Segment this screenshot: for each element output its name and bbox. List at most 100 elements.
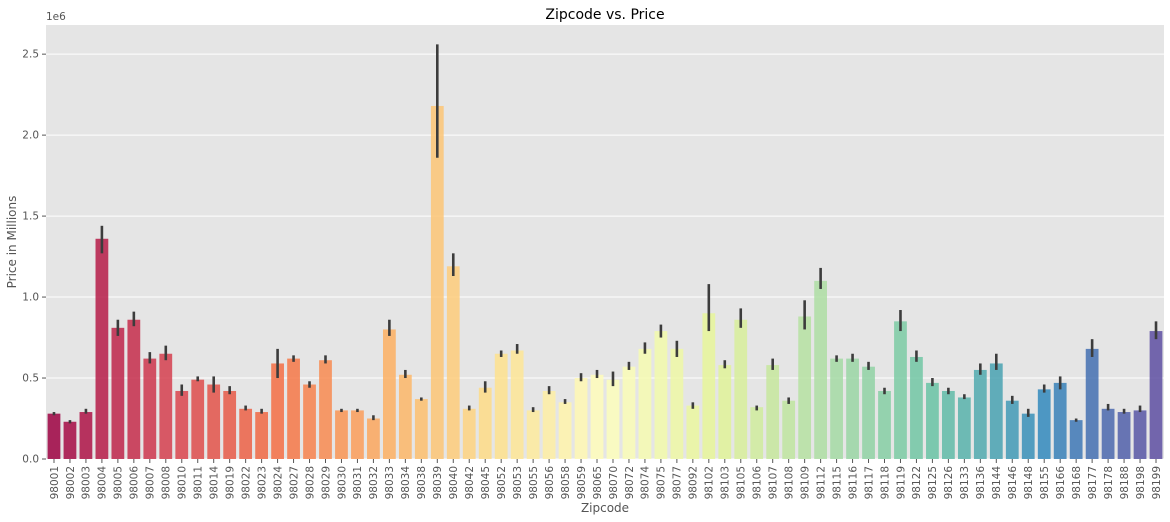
x-tick-label-98006: 98006	[129, 466, 141, 500]
bar-98146	[1005, 400, 1019, 459]
bar-98008	[159, 353, 173, 459]
bar-98178	[1101, 408, 1115, 459]
x-tick-label-98122: 98122	[911, 466, 923, 499]
bar-98133	[957, 397, 971, 459]
x-tick-label-98117: 98117	[863, 466, 875, 499]
x-tick-label-98074: 98074	[640, 466, 652, 500]
bar-98042	[462, 408, 476, 459]
y-tick-label: 0.0	[22, 454, 39, 466]
x-tick-label-98052: 98052	[496, 466, 508, 499]
x-tick-label-98108: 98108	[783, 466, 795, 499]
bar-98199	[1149, 331, 1163, 459]
x-tick-label-98072: 98072	[624, 466, 636, 499]
bar-98024	[271, 363, 284, 459]
bar-98136	[973, 369, 987, 459]
x-tick-label-98109: 98109	[799, 466, 811, 499]
x-tick-label-98010: 98010	[177, 466, 189, 499]
x-tick-label-98177: 98177	[1087, 466, 1099, 499]
chart-title: Zipcode vs. Price	[545, 7, 664, 23]
x-tick-label-98119: 98119	[895, 466, 907, 499]
bar-98001	[47, 413, 61, 459]
x-tick-label-98144: 98144	[991, 466, 1003, 500]
bar-98166	[1053, 382, 1067, 459]
bar-98005	[111, 327, 125, 459]
bar-98119	[894, 321, 907, 459]
x-tick-label-98039: 98039	[432, 466, 444, 499]
bar-98072	[622, 366, 636, 459]
bar-98007	[143, 358, 157, 459]
x-tick-label-98168: 98168	[1071, 466, 1083, 499]
x-tick-label-98102: 98102	[704, 466, 716, 499]
bar-98102	[702, 313, 716, 459]
x-tick-label-98146: 98146	[1007, 466, 1019, 500]
x-tick-label-98107: 98107	[768, 466, 780, 499]
x-tick-label-98032: 98032	[368, 466, 380, 499]
bar-98122	[910, 356, 923, 459]
x-tick-label-98133: 98133	[959, 466, 971, 499]
x-tick-label-98116: 98116	[847, 466, 859, 500]
bar-98109	[798, 316, 812, 459]
x-tick-label-98199: 98199	[1151, 466, 1163, 499]
bar-98108	[782, 400, 796, 459]
bar-98168	[1069, 420, 1083, 459]
x-tick-label-98118: 98118	[879, 466, 891, 499]
x-tick-label-98058: 98058	[560, 466, 572, 499]
x-tick-label-98042: 98042	[464, 466, 476, 499]
x-tick-label-98008: 98008	[161, 466, 173, 499]
bar-98002	[63, 421, 77, 459]
bar-98003	[79, 412, 93, 459]
x-tick-label-98004: 98004	[97, 466, 109, 500]
bar-98032	[367, 418, 380, 459]
y-tick-label: 0.5	[22, 373, 39, 385]
x-tick-label-98002: 98002	[65, 466, 77, 499]
x-axis-title: Zipcode	[581, 501, 629, 515]
x-tick-label-98029: 98029	[320, 466, 332, 499]
x-tick-label-98070: 98070	[608, 466, 620, 499]
bar-98148	[1021, 413, 1035, 459]
y-axis-offset-label: 1e6	[46, 11, 66, 23]
bar-98105	[734, 319, 748, 459]
bar-98059	[574, 378, 588, 459]
bar-98155	[1037, 389, 1051, 459]
bar-98045	[478, 387, 492, 459]
x-tick-label-98038: 98038	[416, 466, 428, 499]
x-tick-label-98065: 98065	[592, 466, 604, 499]
bar-98106	[750, 407, 764, 459]
bar-98023	[255, 412, 269, 459]
x-tick-label-98022: 98022	[240, 466, 252, 499]
y-tick-label: 1.5	[22, 211, 39, 223]
bar-98031	[351, 410, 364, 459]
bar-98177	[1085, 348, 1099, 459]
bar-98188	[1117, 412, 1131, 459]
y-axis-ticks: 0.0 0.5 1.0 1.5 2.0 2.5	[22, 49, 46, 466]
x-tick-label-98028: 98028	[304, 466, 316, 499]
x-tick-label-98106: 98106	[752, 466, 764, 500]
bar-98074	[638, 348, 652, 459]
bar-98107	[766, 365, 780, 459]
y-tick-label: 2.0	[22, 130, 39, 142]
bar-98092	[686, 405, 700, 459]
y-axis-title: Price in Millions	[5, 196, 19, 289]
bars	[47, 105, 1163, 459]
x-tick-label-98178: 98178	[1103, 466, 1115, 499]
x-tick-label-98105: 98105	[736, 466, 748, 499]
x-tick-label-98033: 98033	[384, 466, 396, 499]
bar-98116	[846, 358, 859, 459]
x-tick-label-98136: 98136	[975, 466, 987, 500]
bar-98052	[494, 353, 508, 459]
x-tick-label-98112: 98112	[815, 466, 827, 499]
bar-98006	[127, 319, 141, 459]
x-tick-label-98024: 98024	[272, 466, 284, 500]
x-tick-label-98019: 98019	[224, 466, 236, 499]
bar-98115	[830, 358, 843, 459]
y-tick-label: 2.5	[22, 49, 39, 61]
x-tick-label-98126: 98126	[943, 466, 955, 500]
bar-98033	[382, 329, 396, 459]
x-tick-label-98115: 98115	[831, 466, 843, 499]
bar-98019	[223, 390, 237, 459]
x-tick-label-98148: 98148	[1023, 466, 1035, 499]
bar-98198	[1133, 410, 1147, 459]
bar-98112	[814, 280, 828, 459]
